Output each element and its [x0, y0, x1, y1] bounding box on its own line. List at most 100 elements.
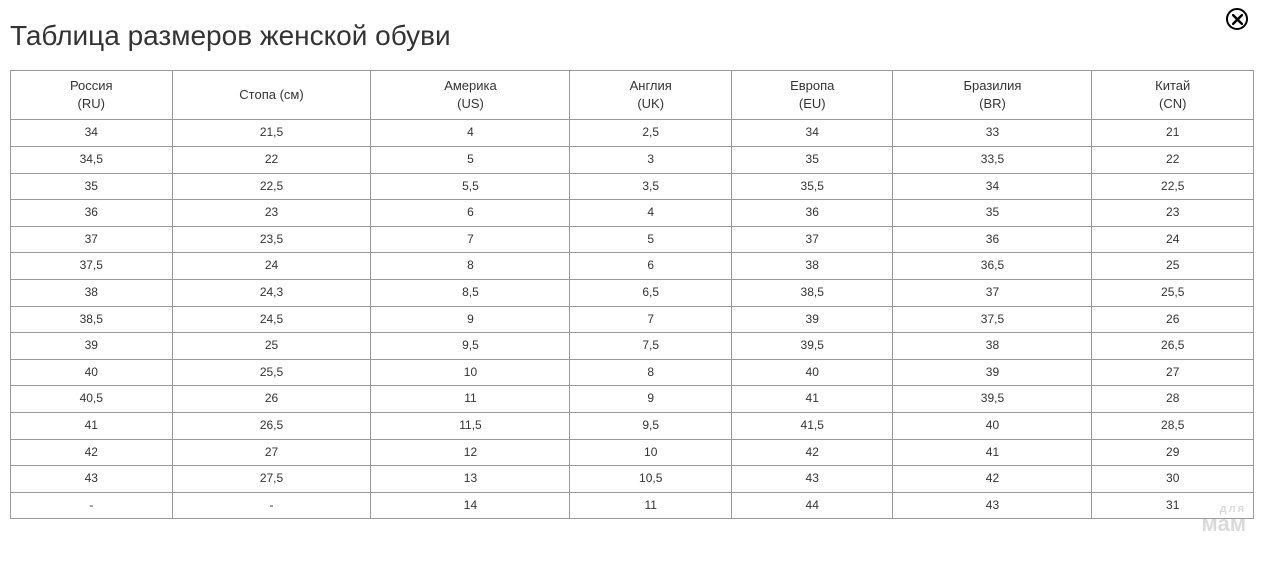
- table-cell: 34,5: [11, 146, 173, 173]
- table-body: 3421,542,534332134,522533533,5223522,55,…: [11, 120, 1254, 519]
- table-cell: 31: [1092, 492, 1254, 519]
- table-cell: 21: [1092, 120, 1254, 147]
- table-cell: 23,5: [172, 226, 371, 253]
- table-cell: 38,5: [731, 279, 893, 306]
- table-row: 362364363523: [11, 200, 1254, 227]
- table-cell: 41,5: [731, 412, 893, 439]
- table-cell: 34: [11, 120, 173, 147]
- table-cell: 33,5: [893, 146, 1092, 173]
- table-cell: 4: [570, 200, 732, 227]
- table-cell: 37: [893, 279, 1092, 306]
- close-button[interactable]: [1226, 8, 1248, 30]
- table-cell: 9,5: [371, 333, 570, 360]
- table-cell: 34: [893, 173, 1092, 200]
- table-cell: 6,5: [570, 279, 732, 306]
- close-icon: [1232, 14, 1243, 25]
- table-cell: 12: [371, 439, 570, 466]
- table-cell: 36,5: [893, 253, 1092, 280]
- table-column-header: Россия(RU): [11, 71, 173, 120]
- table-cell: 5: [570, 226, 732, 253]
- table-row: 3723,575373624: [11, 226, 1254, 253]
- table-cell: 37: [731, 226, 893, 253]
- table-cell: 8: [570, 359, 732, 386]
- table-cell: 24: [1092, 226, 1254, 253]
- table-cell: 10: [371, 359, 570, 386]
- table-cell: 39: [11, 333, 173, 360]
- table-cell: 29: [1092, 439, 1254, 466]
- table-cell: -: [11, 492, 173, 519]
- table-column-header: Стопа (см): [172, 71, 371, 120]
- table-row: 4126,511,59,541,54028,5: [11, 412, 1254, 439]
- table-cell: 35: [893, 200, 1092, 227]
- table-cell: 4: [371, 120, 570, 147]
- table-cell: 27,5: [172, 466, 371, 493]
- table-cell: 27: [1092, 359, 1254, 386]
- table-cell: 44: [731, 492, 893, 519]
- table-header: Россия(RU)Стопа (см)Америка(US)Англия(UK…: [11, 71, 1254, 120]
- table-cell: 2,5: [570, 120, 732, 147]
- table-cell: 43: [731, 466, 893, 493]
- table-cell: 11,5: [371, 412, 570, 439]
- page-title: Таблица размеров женской обуви: [10, 20, 1254, 52]
- size-table: Россия(RU)Стопа (см)Америка(US)Англия(UK…: [10, 70, 1254, 519]
- table-cell: 27: [172, 439, 371, 466]
- table-cell: 24,3: [172, 279, 371, 306]
- table-cell: 40,5: [11, 386, 173, 413]
- table-column-header: Китай(CN): [1092, 71, 1254, 120]
- table-cell: 25: [172, 333, 371, 360]
- table-cell: 41: [731, 386, 893, 413]
- table-row: --1411444331: [11, 492, 1254, 519]
- table-cell: 35: [11, 173, 173, 200]
- table-cell: 3: [570, 146, 732, 173]
- table-row: 39259,57,539,53826,5: [11, 333, 1254, 360]
- table-cell: 6: [371, 200, 570, 227]
- table-cell: 22,5: [172, 173, 371, 200]
- table-cell: 42: [731, 439, 893, 466]
- page-container: Таблица размеров женской обуви Россия(RU…: [0, 0, 1264, 539]
- table-cell: 23: [1092, 200, 1254, 227]
- table-cell: 35: [731, 146, 893, 173]
- table-cell: 21,5: [172, 120, 371, 147]
- table-cell: 26,5: [172, 412, 371, 439]
- table-cell: 28,5: [1092, 412, 1254, 439]
- table-cell: 7,5: [570, 333, 732, 360]
- table-row: 3522,55,53,535,53422,5: [11, 173, 1254, 200]
- table-cell: 26,5: [1092, 333, 1254, 360]
- table-cell: 26: [1092, 306, 1254, 333]
- table-cell: 28: [1092, 386, 1254, 413]
- table-cell: 8,5: [371, 279, 570, 306]
- table-row: 4025,5108403927: [11, 359, 1254, 386]
- table-row: 38,524,5973937,526: [11, 306, 1254, 333]
- table-cell: 22: [172, 146, 371, 173]
- table-cell: 6: [570, 253, 732, 280]
- table-cell: 23: [172, 200, 371, 227]
- table-cell: 26: [172, 386, 371, 413]
- table-cell: 36: [11, 200, 173, 227]
- table-cell: 25,5: [172, 359, 371, 386]
- table-row: 42271210424129: [11, 439, 1254, 466]
- table-cell: 14: [371, 492, 570, 519]
- table-cell: 8: [371, 253, 570, 280]
- table-cell: 13: [371, 466, 570, 493]
- table-cell: 36: [731, 200, 893, 227]
- table-cell: 24: [172, 253, 371, 280]
- table-cell: 41: [11, 412, 173, 439]
- table-cell: 34: [731, 120, 893, 147]
- table-column-header: Англия(UK): [570, 71, 732, 120]
- table-cell: 11: [371, 386, 570, 413]
- table-cell: 9: [570, 386, 732, 413]
- table-cell: 39,5: [893, 386, 1092, 413]
- table-cell: 3,5: [570, 173, 732, 200]
- table-row: 34,522533533,522: [11, 146, 1254, 173]
- table-column-header: Европа(EU): [731, 71, 893, 120]
- table-cell: 37: [11, 226, 173, 253]
- table-cell: 30: [1092, 466, 1254, 493]
- table-cell: 43: [893, 492, 1092, 519]
- table-cell: 40: [893, 412, 1092, 439]
- table-cell: 33: [893, 120, 1092, 147]
- table-column-header: Америка(US): [371, 71, 570, 120]
- table-cell: 24,5: [172, 306, 371, 333]
- table-row: 4327,51310,5434230: [11, 466, 1254, 493]
- table-cell: 38: [731, 253, 893, 280]
- table-cell: 38: [11, 279, 173, 306]
